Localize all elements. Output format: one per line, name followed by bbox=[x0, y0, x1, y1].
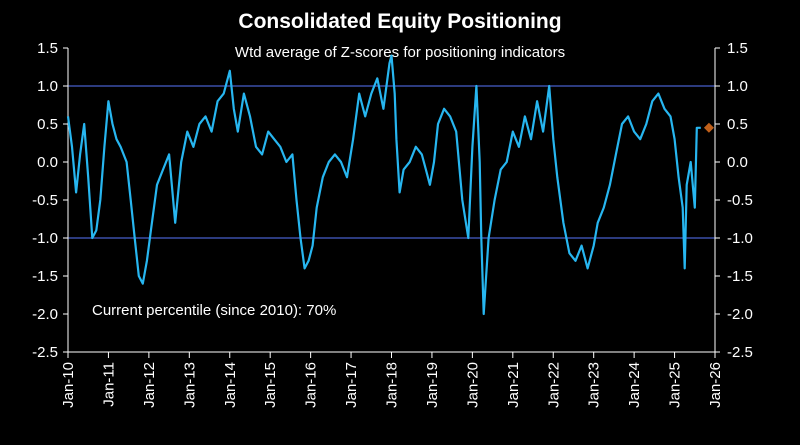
x-tick-label: Jan-11 bbox=[100, 362, 117, 407]
x-tick-label: Jan-26 bbox=[707, 362, 724, 408]
y-tick-label-left: 1.5 bbox=[37, 40, 58, 57]
x-tick-label: Jan-10 bbox=[60, 362, 77, 408]
y-tick-label-right: -1.0 bbox=[727, 230, 753, 247]
y-tick-label-right: 1.5 bbox=[727, 40, 748, 57]
y-tick-label-right: 0.0 bbox=[727, 154, 748, 171]
y-tick-label-left: -0.5 bbox=[32, 192, 58, 209]
series-line bbox=[66, 54, 701, 316]
y-tick-label-right: -2.0 bbox=[727, 306, 753, 323]
y-tick-label-right: 0.5 bbox=[727, 116, 748, 133]
y-tick-label-left: 0.5 bbox=[37, 116, 58, 133]
x-tick-label: Jan-13 bbox=[181, 362, 198, 408]
y-tick-label-right: -1.5 bbox=[727, 268, 753, 285]
x-tick-label: Jan-15 bbox=[262, 362, 279, 408]
y-tick-label-left: 1.0 bbox=[37, 78, 58, 95]
x-tick-label: Jan-17 bbox=[343, 362, 360, 408]
x-tick-label: Jan-22 bbox=[545, 362, 562, 408]
y-tick-label-right: 1.0 bbox=[727, 78, 748, 95]
y-tick-label-right: -0.5 bbox=[727, 192, 753, 209]
y-tick-label-left: 0.0 bbox=[37, 154, 58, 171]
y-tick-label-left: -1.0 bbox=[32, 230, 58, 247]
chart-subtitle: Wtd average of Z-scores for positioning … bbox=[234, 44, 566, 61]
x-tick-label: Jan-24 bbox=[626, 362, 643, 408]
chart-title: Consolidated Equity Positioning bbox=[238, 10, 562, 33]
x-tick-label: Jan-25 bbox=[667, 362, 684, 408]
y-tick-label-right: -2.5 bbox=[727, 344, 753, 361]
x-tick-label: Jan-16 bbox=[303, 362, 320, 408]
latest-value-marker bbox=[703, 122, 714, 133]
x-tick-label: Jan-18 bbox=[384, 362, 401, 408]
y-tick-label-left: -2.5 bbox=[32, 344, 58, 361]
x-tick-label: Jan-21 bbox=[505, 362, 522, 408]
y-tick-label-left: -2.0 bbox=[32, 306, 58, 323]
x-tick-label: Jan-12 bbox=[141, 362, 158, 408]
percentile-annotation: Current percentile (since 2010): 70% bbox=[92, 302, 337, 319]
x-tick-label: Jan-23 bbox=[586, 362, 603, 408]
x-tick-label: Jan-20 bbox=[464, 362, 481, 408]
x-tick-label: Jan-14 bbox=[222, 362, 239, 408]
x-tick-label: Jan-19 bbox=[424, 362, 441, 408]
y-tick-label-left: -1.5 bbox=[32, 268, 58, 285]
